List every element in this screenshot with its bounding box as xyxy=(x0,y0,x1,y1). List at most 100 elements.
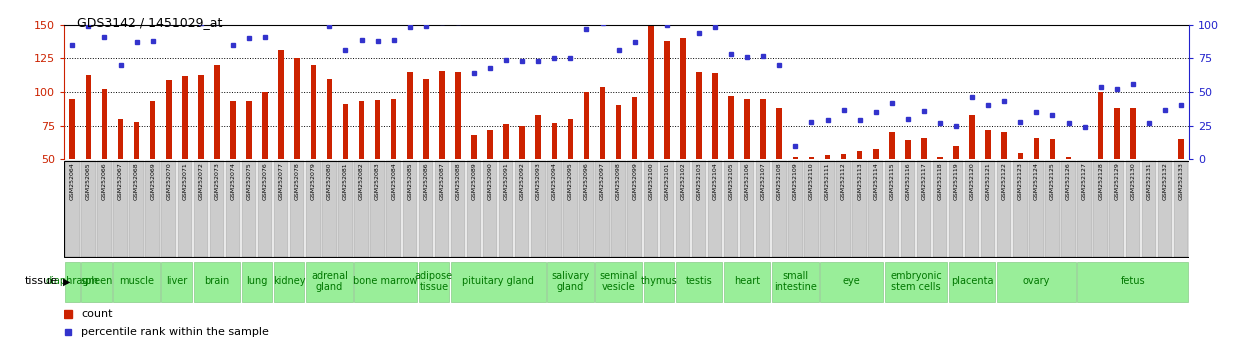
Bar xyxy=(435,161,449,257)
Text: GSM252119: GSM252119 xyxy=(953,162,959,200)
Bar xyxy=(760,99,766,159)
Bar xyxy=(342,104,349,159)
Bar xyxy=(724,262,770,302)
Bar xyxy=(724,161,738,257)
Bar xyxy=(519,126,525,159)
Bar xyxy=(455,72,461,159)
Bar xyxy=(214,65,220,159)
Bar xyxy=(676,161,690,257)
Text: count: count xyxy=(82,309,112,319)
Text: GSM252118: GSM252118 xyxy=(937,162,943,200)
Text: bone marrow: bone marrow xyxy=(353,276,418,286)
Bar xyxy=(419,262,449,302)
Bar xyxy=(548,161,561,257)
Text: GSM252082: GSM252082 xyxy=(358,162,365,200)
Text: brain: brain xyxy=(204,276,230,286)
Bar xyxy=(1046,161,1059,257)
Bar xyxy=(885,262,947,302)
Bar xyxy=(242,161,256,257)
Text: GSM252090: GSM252090 xyxy=(487,162,493,200)
Text: GSM252080: GSM252080 xyxy=(326,162,332,200)
Bar xyxy=(740,161,754,257)
Bar xyxy=(69,99,75,159)
Bar xyxy=(278,50,284,159)
Text: small
intestine: small intestine xyxy=(774,270,817,292)
Text: GSM252127: GSM252127 xyxy=(1082,162,1088,200)
Bar xyxy=(676,262,722,302)
Bar xyxy=(596,262,641,302)
Text: ▶: ▶ xyxy=(63,276,70,286)
Bar xyxy=(824,155,831,159)
Bar xyxy=(535,115,541,159)
Text: GSM252084: GSM252084 xyxy=(391,162,397,200)
Bar xyxy=(262,92,268,159)
Bar xyxy=(117,119,124,159)
Text: thymus: thymus xyxy=(640,276,677,286)
Text: GSM252128: GSM252128 xyxy=(1098,162,1104,200)
Text: GSM252078: GSM252078 xyxy=(294,162,300,200)
Text: GSM252100: GSM252100 xyxy=(648,162,654,200)
Text: GSM252065: GSM252065 xyxy=(85,162,91,200)
Text: GSM252124: GSM252124 xyxy=(1033,162,1039,200)
Bar xyxy=(101,89,108,159)
Text: GSM252111: GSM252111 xyxy=(824,162,831,200)
Bar xyxy=(1110,161,1124,257)
Bar xyxy=(339,161,352,257)
Bar xyxy=(664,41,670,159)
Text: GSM252106: GSM252106 xyxy=(744,162,750,200)
Bar xyxy=(744,99,750,159)
Bar xyxy=(776,108,782,159)
Text: GSM252122: GSM252122 xyxy=(1001,162,1007,200)
Text: GSM252130: GSM252130 xyxy=(1130,162,1136,200)
Text: placenta: placenta xyxy=(950,276,994,286)
Text: GSM252075: GSM252075 xyxy=(246,162,252,200)
Bar xyxy=(503,124,509,159)
Bar xyxy=(905,141,911,159)
Bar xyxy=(1049,139,1056,159)
Bar xyxy=(471,135,477,159)
Bar xyxy=(1017,153,1023,159)
Text: GSM252088: GSM252088 xyxy=(455,162,461,200)
Bar xyxy=(182,76,188,159)
Bar xyxy=(728,96,734,159)
Bar xyxy=(853,161,866,257)
Text: GSM252112: GSM252112 xyxy=(840,162,847,200)
Text: GSM252096: GSM252096 xyxy=(583,162,590,200)
Text: GSM252098: GSM252098 xyxy=(616,162,622,200)
Bar xyxy=(515,161,529,257)
Bar xyxy=(114,161,127,257)
Text: fetus: fetus xyxy=(1121,276,1145,286)
Bar xyxy=(1162,159,1168,170)
Text: muscle: muscle xyxy=(119,276,154,286)
Bar xyxy=(375,100,381,159)
Text: GSM252123: GSM252123 xyxy=(1017,162,1023,200)
Bar xyxy=(805,161,818,257)
Bar xyxy=(997,262,1075,302)
Text: salivary
gland: salivary gland xyxy=(551,270,590,292)
Bar xyxy=(1001,132,1007,159)
Bar xyxy=(612,161,625,257)
Bar xyxy=(274,161,288,257)
Bar xyxy=(985,130,991,159)
Text: GSM252086: GSM252086 xyxy=(423,162,429,200)
Text: GDS3142 / 1451029_at: GDS3142 / 1451029_at xyxy=(77,16,222,29)
Bar xyxy=(1174,161,1188,257)
Bar xyxy=(789,161,802,257)
Bar xyxy=(857,151,863,159)
Text: GSM252092: GSM252092 xyxy=(519,162,525,200)
Bar xyxy=(531,161,545,257)
Bar xyxy=(290,161,304,257)
Bar xyxy=(808,156,815,159)
Bar xyxy=(82,262,111,302)
Bar xyxy=(596,161,609,257)
Bar xyxy=(355,161,368,257)
Bar xyxy=(933,161,947,257)
Bar xyxy=(307,262,352,302)
Text: GSM252120: GSM252120 xyxy=(969,162,975,200)
Bar xyxy=(1158,161,1172,257)
Bar xyxy=(953,146,959,159)
Bar xyxy=(551,123,557,159)
Bar xyxy=(391,99,397,159)
Text: GSM252083: GSM252083 xyxy=(375,162,381,200)
Bar xyxy=(310,65,316,159)
